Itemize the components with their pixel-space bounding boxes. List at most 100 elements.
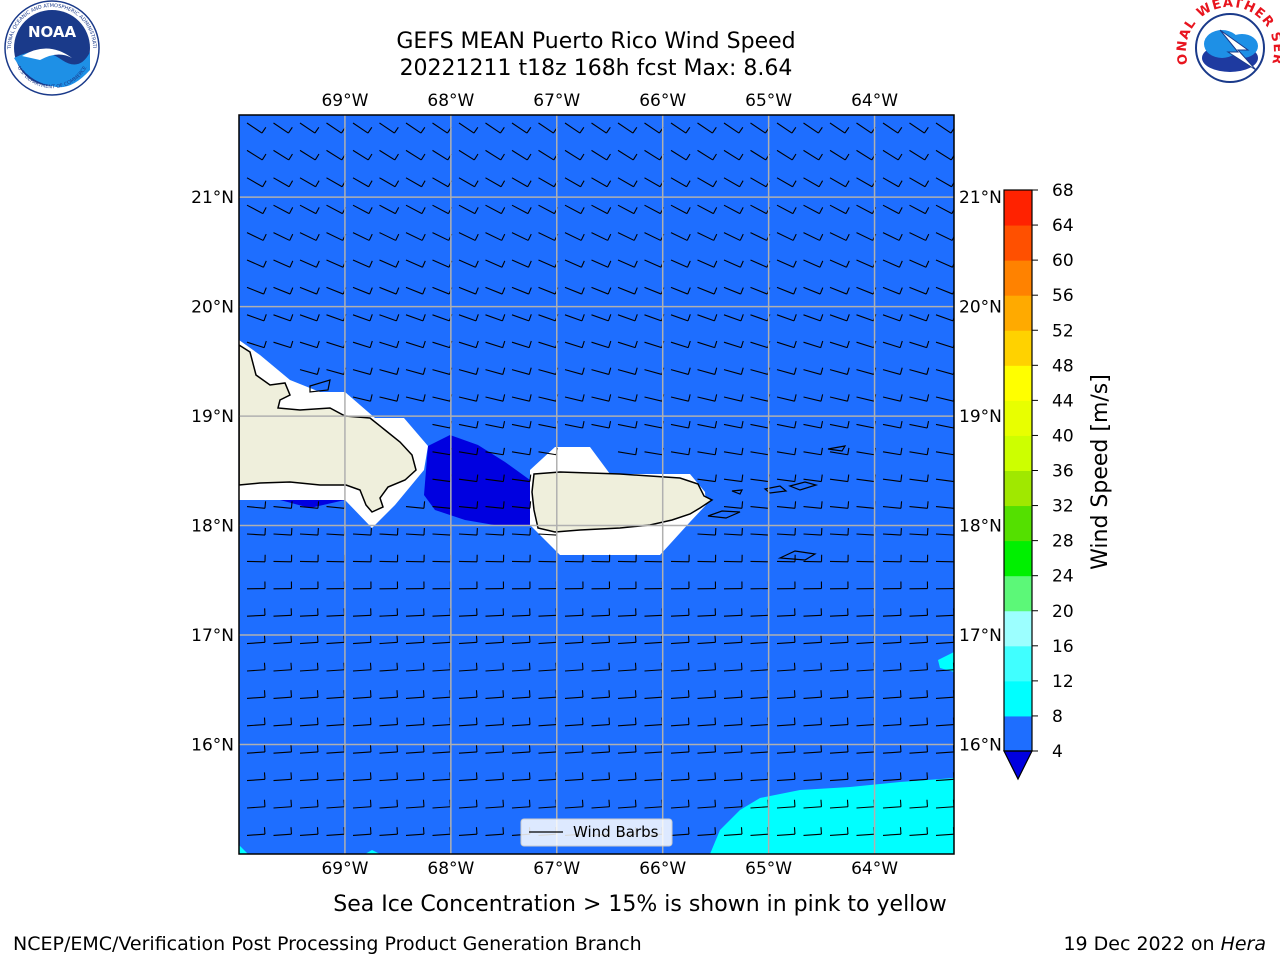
wind-barb-shaft — [644, 696, 663, 699]
wind-barb-shaft — [723, 833, 742, 836]
wind-barb-flag — [421, 260, 426, 268]
wind-barb-shaft — [750, 259, 768, 268]
wind-barb-shaft — [485, 149, 502, 161]
wind-barb-shaft — [697, 641, 716, 645]
wind-barb-shaft — [432, 369, 450, 375]
wind-barb-shaft — [352, 341, 371, 349]
wind-barb-shaft — [326, 696, 345, 699]
wind-barb-flag — [741, 447, 744, 455]
wind-barb-shaft — [935, 641, 954, 645]
wind-barb-flag — [581, 314, 585, 322]
wind-barb-shaft — [776, 833, 795, 836]
wind-barb-shaft — [803, 778, 822, 782]
wind-barb-shaft — [273, 641, 292, 645]
wind-barb-shaft — [299, 641, 318, 645]
wind-barb-shaft — [935, 369, 954, 375]
wind-barb-flag — [899, 394, 903, 402]
wind-barb-shaft — [723, 478, 742, 483]
wind-barb-shaft — [909, 314, 927, 322]
wind-barb-shaft — [750, 533, 769, 536]
wind-barb-shaft — [803, 369, 821, 375]
footer-right: 19 Dec 2022 on Hera — [1063, 933, 1266, 955]
wind-barb-shaft — [379, 641, 398, 645]
wind-barb-shaft — [299, 723, 318, 727]
colorbar-swatch — [1004, 260, 1032, 296]
colorbar-tick-label: 4 — [1052, 742, 1063, 762]
wind-barb-shaft — [723, 533, 743, 536]
wind-barb-shaft — [723, 177, 740, 188]
wind-barb-shaft — [935, 778, 954, 782]
wind-barb-shaft — [511, 314, 530, 322]
wind-barb-shaft — [644, 369, 662, 375]
wind-barb-shaft — [564, 341, 583, 349]
wind-barb-shaft — [458, 833, 477, 836]
colorbar-tick-label: 68 — [1052, 181, 1074, 201]
wind-barb-flag — [369, 394, 373, 402]
wind-barb-shaft — [856, 641, 875, 645]
wind-barb-shaft — [538, 641, 557, 645]
wind-barb-flag — [369, 287, 373, 295]
wind-barb-shaft — [405, 533, 425, 536]
wind-barb-flag — [394, 153, 399, 161]
wind-barb-shaft — [803, 341, 821, 349]
wind-barb-shaft — [776, 204, 794, 215]
wind-barb-shaft — [617, 369, 636, 375]
wind-barb-shaft — [458, 149, 475, 161]
wind-barb-shaft — [485, 396, 504, 402]
wind-barb-shaft — [750, 177, 767, 188]
wind-barb-shaft — [644, 341, 662, 349]
wind-barb-flag — [846, 367, 850, 375]
wind-barb-shaft — [299, 177, 316, 188]
wind-barb-shaft — [803, 314, 821, 322]
wind-barb-flag — [368, 233, 373, 241]
wind-barb-shaft — [538, 696, 557, 699]
wind-barb-shaft — [697, 696, 716, 699]
wind-barb-shaft — [405, 177, 422, 188]
wind-barb-flag — [608, 394, 612, 402]
wind-barb-flag — [820, 367, 824, 375]
wind-barb-shaft — [273, 286, 291, 295]
wind-barb-flag — [529, 501, 532, 509]
wind-barb-shaft — [935, 506, 954, 509]
wind-barb-shaft — [723, 122, 740, 134]
wind-barb-flag — [925, 260, 930, 268]
wind-barb-shaft — [591, 177, 608, 188]
wind-barb-shaft — [432, 286, 450, 295]
wind-barb-shaft — [591, 696, 610, 699]
wind-barb-shaft — [352, 641, 371, 645]
wind-barb-flag — [845, 233, 850, 241]
wind-barb-shaft — [617, 149, 634, 161]
wind-barb-shaft — [405, 751, 424, 754]
wind-barb-shaft — [379, 396, 398, 402]
wind-barb-shaft — [511, 259, 529, 268]
wind-barb-flag — [502, 501, 505, 509]
wind-barb-shaft — [670, 259, 688, 268]
wind-barb-shaft — [538, 669, 557, 672]
wind-barb-shaft — [617, 286, 635, 295]
wind-barb-shaft — [299, 232, 317, 241]
wind-barb-flag — [529, 447, 532, 455]
wind-barb-shaft — [511, 122, 528, 134]
wind-barb-flag — [794, 447, 797, 455]
wind-barb-shaft — [644, 423, 663, 429]
colorbar-swatch — [1004, 505, 1032, 542]
wind-barb-shaft — [432, 396, 451, 402]
wind-barb-shaft — [246, 614, 266, 617]
wind-barb-shaft — [379, 833, 398, 836]
colorbar-tick-label: 28 — [1052, 532, 1074, 552]
footer-host: Hera — [1221, 933, 1266, 955]
wind-barb-flag — [474, 233, 479, 241]
wind-barb-flag — [526, 153, 532, 161]
wind-barb-shaft — [538, 723, 557, 727]
wind-barb-shaft — [697, 232, 714, 241]
wind-barb-shaft — [723, 751, 742, 754]
wind-barb-shaft — [273, 723, 292, 727]
wind-barb-flag — [900, 474, 903, 482]
wind-barb-shaft — [670, 833, 689, 836]
wind-barb-shaft — [935, 696, 954, 699]
wind-barb-flag — [529, 421, 532, 429]
wind-barb-shaft — [670, 177, 687, 188]
wind-barb-shaft — [511, 451, 530, 456]
wind-barb-shaft — [697, 259, 715, 268]
wind-barb-flag — [820, 421, 824, 429]
